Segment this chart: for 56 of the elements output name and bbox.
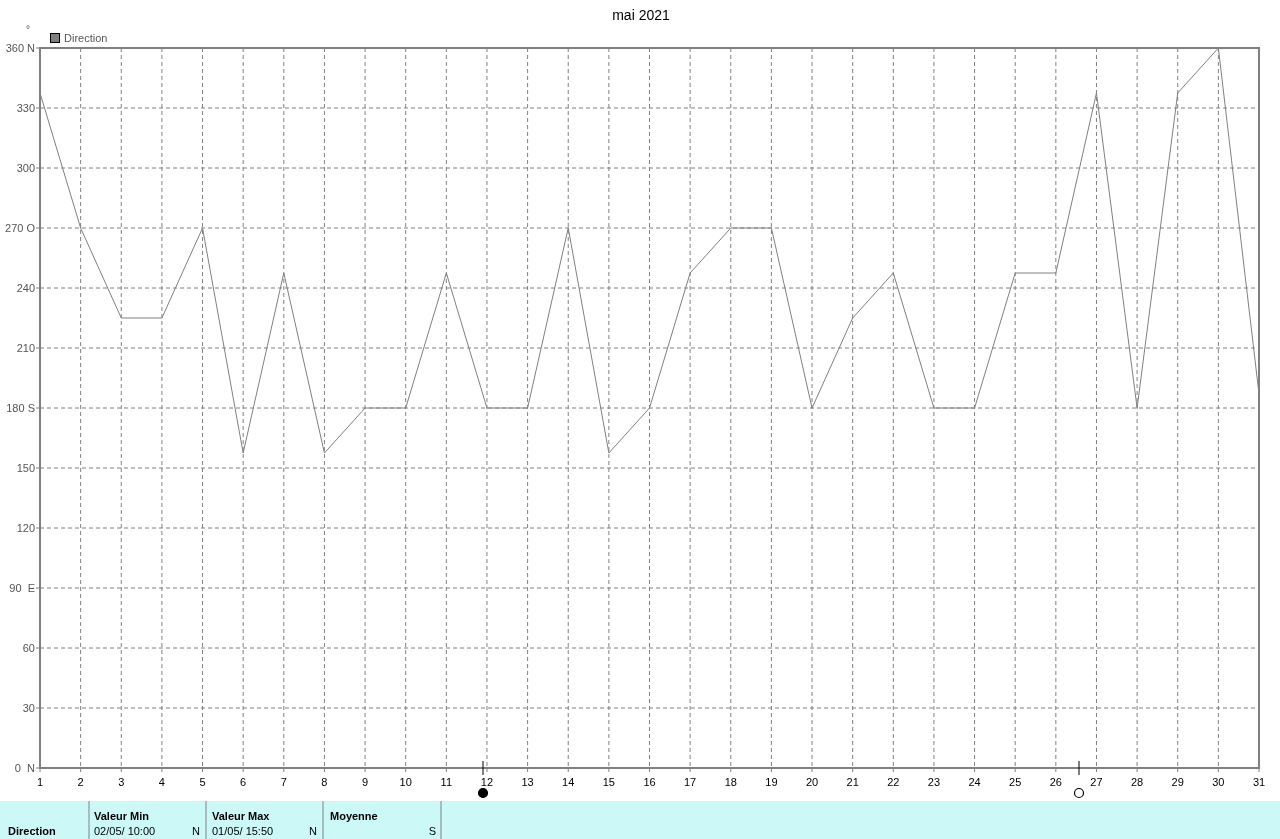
legend-label: Direction xyxy=(64,31,108,44)
y-tick-label: 150 xyxy=(16,461,35,474)
x-tick-label: 26 xyxy=(1049,776,1062,788)
text: Valeur Max xyxy=(212,810,271,822)
x-tick-label: 13 xyxy=(521,776,534,788)
x-tick-label: 8 xyxy=(321,776,328,788)
y-tick-label: 360 N xyxy=(5,41,36,54)
y-tick-label: 210 xyxy=(16,341,35,354)
y-tick-label: 240 xyxy=(16,281,35,294)
text: S xyxy=(428,825,436,837)
x-tick-label: 23 xyxy=(927,776,941,788)
x-tick-label: 5 xyxy=(199,776,206,788)
text: N xyxy=(192,825,201,837)
x-tick-label: 25 xyxy=(1009,776,1022,788)
text: 02/05/ 10:00 xyxy=(94,825,156,837)
x-tick-label: 29 xyxy=(1171,776,1184,788)
x-tick-label: 19 xyxy=(765,776,778,788)
x-tick-label: 2 xyxy=(77,776,84,788)
x-tick-label: 14 xyxy=(562,776,575,788)
y-tick-label: 0 N xyxy=(14,761,36,774)
x-tick-label: 28 xyxy=(1130,776,1144,788)
x-tick-label: 17 xyxy=(684,776,697,788)
x-tick-label: 22 xyxy=(887,776,900,788)
x-tick-label: 11 xyxy=(440,776,453,788)
x-tick-label: 16 xyxy=(643,776,656,788)
text: Valeur Min xyxy=(94,810,150,822)
text: Moyenne xyxy=(330,810,378,822)
x-tick-label: 18 xyxy=(724,776,737,788)
x-tick-label: 9 xyxy=(362,776,369,788)
y-tick-label: 90 E xyxy=(9,581,35,594)
text: N xyxy=(309,825,318,837)
x-tick-label: 31 xyxy=(1252,776,1266,788)
y-tick-label: 30 xyxy=(22,701,35,714)
x-tick-label: 7 xyxy=(280,776,287,788)
x-tick-label: 27 xyxy=(1090,776,1103,788)
x-tick-label: 21 xyxy=(846,776,859,788)
x-tick-label: 15 xyxy=(602,776,615,788)
x-tick-label: 12 xyxy=(480,776,494,788)
y-tick-label: 330 xyxy=(16,101,35,114)
x-tick-label: 3 xyxy=(118,776,125,788)
text: 01/05/ 15:50 xyxy=(212,825,274,837)
y-tick-label: 180 S xyxy=(6,401,35,414)
x-tick-label: 24 xyxy=(968,776,981,788)
x-tick-label: 30 xyxy=(1212,776,1225,788)
text: Direction xyxy=(8,825,56,837)
x-tick-label: 1 xyxy=(36,776,44,788)
y-tick-label: 300 xyxy=(16,161,35,174)
chart-title: mai 2021 xyxy=(612,7,671,23)
x-tick-label: 4 xyxy=(158,776,165,788)
y-axis-title: ° xyxy=(26,24,30,35)
y-tick-label: 60 xyxy=(22,641,35,654)
y-tick-label: 120 xyxy=(16,521,35,534)
x-tick-label: 10 xyxy=(399,776,412,788)
x-tick-label: 6 xyxy=(240,776,247,788)
y-tick-label: 270 O xyxy=(5,221,36,234)
x-tick-label: 20 xyxy=(805,776,819,788)
